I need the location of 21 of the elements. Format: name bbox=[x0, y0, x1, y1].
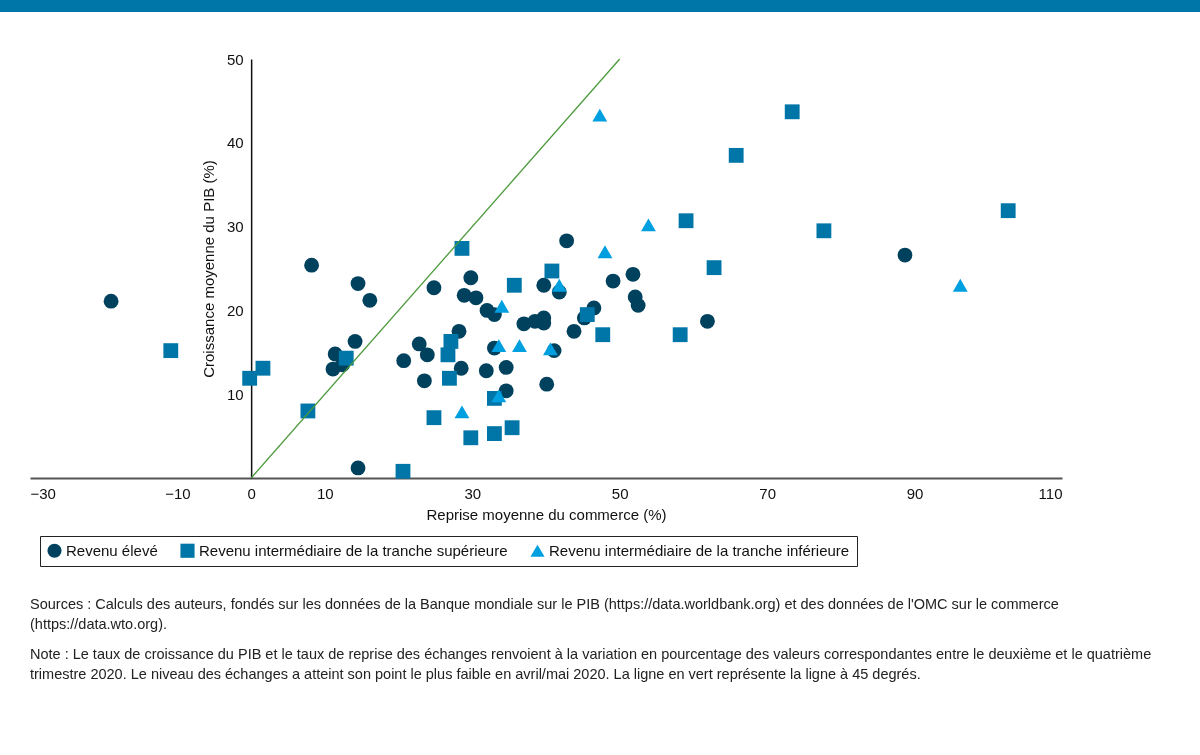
x-tick-label: 110 bbox=[1038, 484, 1063, 502]
x-tick-label: 70 bbox=[759, 484, 776, 502]
text: Note : Le taux de croissance du PIB et le taux de reprise des échanges renvoient à la variation en pourcentage des valeurs correspondantes entre le deuxième et le quatrième trimestre 2020. Le niveau des échanges a atteint son point le plus faible en avril/mai 2020. La ligne en vert représente la ligne à 45 degrés. bbox=[30, 645, 1153, 684]
y-tick-label: 30 bbox=[226, 218, 244, 236]
source-note: Sources : Calculs des auteurs, fondés sur les données de la Banque mondiale sur le PIB (https://data.worldbank.org) et des données de l'OMC sur le commerce (https://data.wto.org). bbox=[30, 595, 1060, 634]
x-axis-title: Reprise moyenne du commerce (%) bbox=[426, 505, 667, 523]
y-axis-title: Croissance moyenne du PIB (%) bbox=[199, 160, 217, 378]
x-tick-label: 30 bbox=[464, 484, 482, 502]
legend-label: Revenu intermédiaire de la tranche inférieure bbox=[549, 541, 850, 559]
y-tick-label: 20 bbox=[226, 301, 244, 319]
y-tick-label: 10 bbox=[226, 385, 244, 403]
y-tick-label: 40 bbox=[226, 134, 244, 152]
legend-label: Revenu élevé bbox=[66, 541, 158, 559]
legend-label: Revenu intermédiaire de la tranche supérieure bbox=[199, 541, 508, 559]
y-tick-label: 50 bbox=[226, 50, 244, 68]
x-tick-label: −10 bbox=[165, 484, 191, 502]
x-tick-label: 0 bbox=[247, 484, 256, 502]
x-tick-label: 10 bbox=[317, 484, 334, 502]
x-tick-label: 50 bbox=[611, 484, 629, 502]
x-tick-label: −30 bbox=[30, 484, 56, 502]
x-tick-label: 90 bbox=[906, 484, 924, 502]
